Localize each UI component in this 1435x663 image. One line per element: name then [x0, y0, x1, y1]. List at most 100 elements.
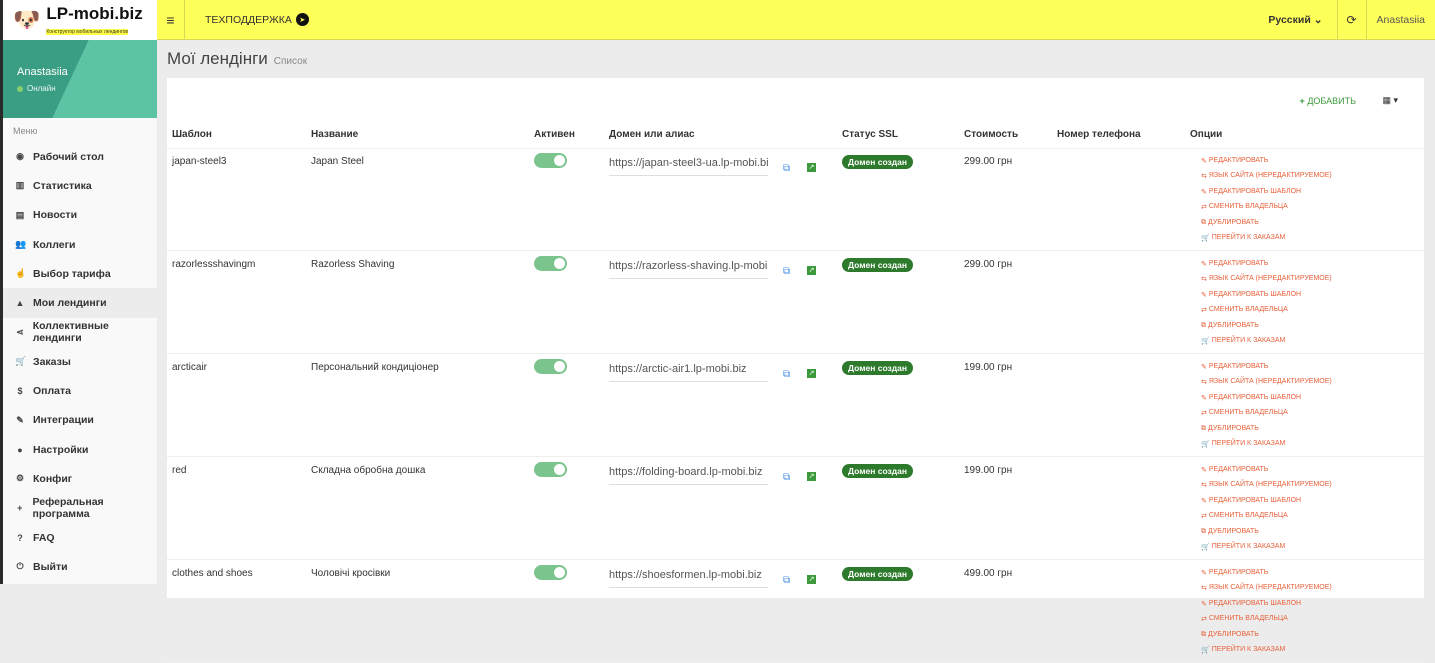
option-link[interactable]: ⧉ ДУБЛИРОВАТЬ [1201, 425, 1332, 440]
option-icon: ⇆ [1201, 173, 1207, 181]
copy-icon[interactable]: ⧉ [783, 163, 791, 174]
external-link-icon[interactable]: ↗ [807, 163, 816, 172]
option-link[interactable]: ⇆ ЯЗЫК САЙТА (НЕРЕДАКТИРУЕМОЕ) [1201, 481, 1332, 496]
option-link[interactable]: ⧉ ДУБЛИРОВАТЬ [1201, 322, 1332, 337]
dollar-icon: $ [17, 386, 23, 397]
domain-input[interactable]: https://folding-board.lp-mobi.biz [609, 466, 768, 485]
sidebar-item-question[interactable]: ? FAQ [3, 523, 157, 552]
sidebar-item-cogs[interactable]: ⚙ Конфиг [15, 472, 73, 485]
option-icon: ⧉ [1201, 424, 1206, 432]
sidebar-item-users[interactable]: 👥 Коллеги [15, 238, 76, 251]
logo[interactable]: 🐶 LP-mobi.biz Конструктор мобильных ленди… [3, 0, 157, 40]
option-link[interactable]: ⧉ ДУБЛИРОВАТЬ [1201, 528, 1332, 543]
sidebar-item-user[interactable]: ● Настройки [3, 435, 157, 464]
option-link[interactable]: 🛒 ПЕРЕЙТИ К ЗАКАЗАМ [1201, 543, 1332, 558]
option-link[interactable]: ⇄ СМЕНИТЬ ВЛАДЕЛЬЦА [1201, 512, 1332, 527]
price-cell: 299.00 грн [964, 259, 1013, 270]
add-button[interactable]: + ДОБАВИТЬ [1299, 96, 1356, 106]
option-link[interactable]: ✎ РЕДАКТИРОВАТЬ ШАБЛОН [1201, 497, 1332, 512]
option-link[interactable]: ✎ РЕДАКТИРОВАТЬ ШАБЛОН [1201, 394, 1332, 409]
option-link[interactable]: ⇄ СМЕНИТЬ ВЛАДЕЛЬЦА [1201, 203, 1332, 218]
columns-toggle-button[interactable]: ▦ ▾ [1382, 95, 1398, 105]
dog-mascot-icon: 🐶 [13, 7, 41, 32]
active-toggle[interactable] [534, 256, 567, 271]
copy-icon[interactable]: ⧉ [783, 369, 791, 380]
domain-input[interactable]: https://japan-steel3-ua.lp-mobi.biz [609, 157, 768, 176]
option-link[interactable]: 🛒 ПЕРЕЙТИ К ЗАКАЗАМ [1201, 234, 1332, 249]
option-icon: ✎ [1201, 364, 1207, 371]
cart-icon: 🛒 [15, 356, 27, 367]
active-toggle[interactable] [534, 565, 567, 580]
external-link-icon[interactable]: ↗ [807, 266, 816, 275]
option-link[interactable]: ✎ РЕДАКТИРОВАТЬ [1201, 363, 1332, 378]
sidebar-item-landing[interactable]: ▲ Мои лендинги [3, 288, 157, 318]
sidebar-item-user-plus[interactable]: + Реферальная программа [3, 494, 157, 523]
sidebar-item-plug[interactable]: ✎ Интеграции [16, 414, 94, 427]
sidebar-item-dollar[interactable]: $ Оплата [3, 376, 157, 405]
option-link[interactable]: 🛒 ПЕРЕЙТИ К ЗАКАЗАМ [1201, 337, 1332, 352]
users-icon: 👥 [15, 239, 27, 250]
hamburger-menu-button[interactable]: ≡ [157, 0, 185, 40]
option-icon: ✎ [1201, 497, 1207, 505]
column-header[interactable]: Опции [1190, 129, 1223, 140]
domain-input[interactable]: https://razorless-shaving.lp-mobi.biz [609, 260, 768, 279]
options-list: ✎ РЕДАКТИРОВАТЬ ⇆ ЯЗЫК САЙТА (НЕРЕДАКТИРУЕМ… [1201, 466, 1332, 558]
copy-icon[interactable]: ⧉ [783, 266, 791, 277]
column-header[interactable]: Стоимость [964, 129, 1019, 140]
sidebar-item-hand-pointer[interactable]: ☝ Выбор тарифа [15, 267, 111, 280]
external-link-icon[interactable]: ↗ [807, 575, 816, 584]
language-dropdown[interactable]: Русский ⌄ [1268, 13, 1323, 26]
option-icon: ⇄ [1201, 616, 1207, 624]
option-link[interactable]: ✎ РЕДАКТИРОВАТЬ ШАБЛОН [1201, 188, 1332, 203]
option-link[interactable]: ⇆ ЯЗЫК САЙТА (НЕРЕДАКТИРУЕМОЕ) [1201, 378, 1332, 393]
option-icon: ✎ [1201, 261, 1207, 268]
option-icon: ⇆ [1201, 276, 1207, 284]
user-menu[interactable]: Anastasiia [1376, 13, 1425, 26]
option-link[interactable]: ✎ РЕДАКТИРОВАТЬ ШАБЛОН [1201, 600, 1332, 615]
option-link[interactable]: 🛒 ПЕРЕЙТИ К ЗАКАЗАМ [1201, 440, 1332, 455]
column-header[interactable]: Номер телефона [1057, 129, 1141, 140]
option-icon: ✎ [1201, 600, 1207, 608]
column-header[interactable]: Шаблон [172, 129, 212, 140]
user-name: Anastasiia [17, 66, 68, 78]
option-link[interactable]: ⇆ ЯЗЫК САЙТА (НЕРЕДАКТИРУЕМОЕ) [1201, 275, 1332, 290]
option-link[interactable]: ⇄ СМЕНИТЬ ВЛАДЕЛЬЦА [1201, 306, 1332, 321]
active-toggle[interactable] [534, 359, 567, 374]
sidebar-item-newspaper[interactable]: ▤ Новости [15, 209, 78, 222]
option-link[interactable]: ⧉ ДУБЛИРОВАТЬ [1201, 631, 1332, 646]
sidebar-item-bar-chart[interactable]: ▥ Статистика [15, 179, 92, 192]
sidebar-item-cart[interactable]: 🛒 Заказы [15, 355, 71, 368]
copy-icon[interactable]: ⧉ [783, 472, 791, 483]
column-header[interactable]: Название [311, 129, 359, 140]
support-link[interactable]: ТЕХПОДДЕРЖКА ➤ [205, 13, 309, 26]
option-icon: 🛒 [1201, 646, 1210, 654]
domain-input[interactable]: https://arctic-air1.lp-mobi.biz [609, 363, 768, 382]
refresh-button[interactable]: ⟳ [1336, 0, 1367, 40]
option-link[interactable]: ✎ РЕДАКТИРОВАТЬ [1201, 569, 1332, 584]
sidebar-item-share[interactable]: ⋖ Коллективные лендинги [16, 320, 109, 345]
domain-input[interactable]: https://shoesformen.lp-mobi.biz [609, 569, 768, 588]
option-link[interactable]: ⇄ СМЕНИТЬ ВЛАДЕЛЬЦА [1201, 615, 1332, 630]
telegram-icon: ➤ [295, 13, 309, 26]
option-link[interactable]: ✎ РЕДАКТИРОВАТЬ [1201, 260, 1332, 275]
option-link[interactable]: ✎ РЕДАКТИРОВАТЬ ШАБЛОН [1201, 291, 1332, 306]
menu-heading: Меню [13, 126, 38, 136]
sidebar-item-power[interactable]: ⏻ Выйти [16, 560, 68, 573]
external-link-icon[interactable]: ↗ [807, 369, 816, 378]
copy-icon[interactable]: ⧉ [783, 575, 791, 586]
option-link[interactable]: ⇄ СМЕНИТЬ ВЛАДЕЛЬЦА [1201, 409, 1332, 424]
option-link[interactable]: ✎ РЕДАКТИРОВАТЬ [1201, 157, 1332, 172]
active-toggle[interactable] [534, 462, 567, 477]
active-toggle[interactable] [534, 153, 567, 168]
option-link[interactable]: ⇆ ЯЗЫК САЙТА (НЕРЕДАКТИРУЕМОЕ) [1201, 584, 1332, 599]
option-link[interactable]: ⧉ ДУБЛИРОВАТЬ [1201, 219, 1332, 234]
external-link-icon[interactable]: ↗ [807, 472, 816, 481]
price-cell: 199.00 грн [964, 465, 1013, 476]
option-link[interactable]: ✎ РЕДАКТИРОВАТЬ [1201, 466, 1332, 481]
column-header[interactable]: Активен [534, 129, 575, 140]
option-link[interactable]: ⇆ ЯЗЫК САЙТА (НЕРЕДАКТИРУЕМОЕ) [1201, 172, 1332, 187]
column-header[interactable]: Домен или алиас [609, 129, 695, 140]
sidebar-item-dashboard[interactable]: ◉ Рабочий стол [16, 150, 104, 163]
column-header[interactable]: Статус SSL [842, 129, 898, 140]
option-link[interactable]: 🛒 ПЕРЕЙТИ К ЗАКАЗАМ [1201, 646, 1332, 661]
